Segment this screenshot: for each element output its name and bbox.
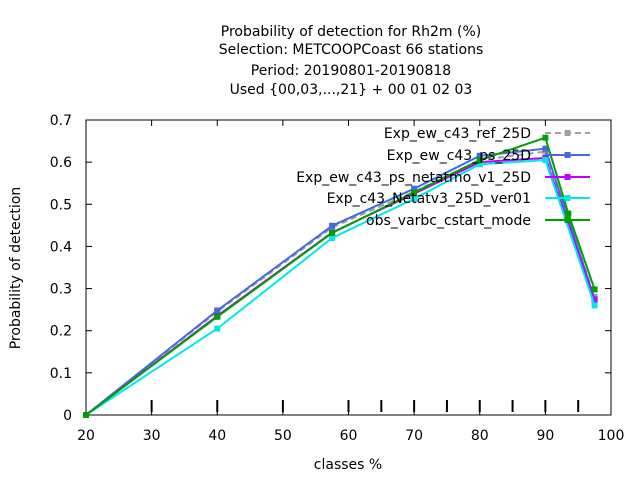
legend-swatch-marker (564, 195, 571, 201)
data-point (214, 307, 221, 314)
x-tick-label: 70 (405, 428, 423, 444)
legend-swatch-marker (564, 217, 571, 223)
data-point (329, 222, 336, 229)
x-tick-label: 40 (208, 428, 226, 444)
y-axis-ticks: 0 0.1 0.2 0.3 0.4 0.5 0.6 0.7 (50, 113, 611, 424)
legend-label: Exp_ew_c43_ps_netatmo_v1_25D (296, 170, 531, 186)
series-1 (83, 145, 598, 418)
x-tick-label: 20 (77, 428, 95, 444)
y-tick-label: 0.5 (50, 197, 72, 213)
legend-swatch-marker (564, 174, 571, 180)
y-tick-label: 0.3 (50, 282, 72, 298)
data-point (411, 189, 418, 196)
title-line-4: Used {00,03,...,21} + 00 01 02 03 (230, 82, 473, 98)
legend-label: Exp_c43_Netatv3_25D_ver01 (327, 191, 531, 207)
legend: Exp_ew_c43_ref_25D Exp_ew_c43_ps_25D Exp_e… (296, 126, 590, 229)
x-tick-label: 100 (598, 428, 625, 444)
title-line-2: Selection: METCOOPCoast 66 stations (219, 42, 484, 58)
plot-frame (85, 119, 612, 416)
series-line (85, 147, 596, 416)
data-point (591, 286, 598, 293)
y-tick-label: 0.7 (50, 113, 72, 129)
data-point (214, 313, 221, 320)
data-point (542, 157, 549, 164)
data-point (542, 145, 549, 152)
x-axis-label: classes % (314, 457, 382, 473)
data-point (329, 235, 336, 241)
data-point (565, 210, 572, 217)
chart-title: Probability of detection for Rh2m (%) Se… (219, 24, 484, 98)
data-point (329, 229, 336, 236)
x-tick-label: 30 (143, 428, 161, 444)
x-tick-label: 80 (471, 428, 489, 444)
x-tick-label: 90 (536, 428, 554, 444)
data-point (411, 185, 418, 192)
data-point (542, 134, 549, 141)
x-axis-ticks: 20 30 40 50 60 70 80 90 100 (77, 120, 624, 444)
y-tick-label: 0.6 (50, 155, 72, 171)
data-point (476, 157, 483, 164)
data-point (476, 161, 483, 168)
x-axis-minor-ticks (150, 400, 580, 412)
legend-swatch-marker (564, 130, 571, 136)
data-point (591, 302, 598, 309)
legend-label: Exp_ew_c43_ps_25D (387, 148, 531, 164)
data-point (591, 297, 598, 304)
legend-label: obs_varbc_cstart_mode (366, 213, 531, 229)
data-point (214, 325, 221, 332)
x-tick-label: 60 (340, 428, 358, 444)
data-point (411, 195, 418, 202)
y-tick-label: 0.4 (50, 239, 72, 255)
legend-swatch-marker (564, 152, 571, 158)
data-point (83, 412, 89, 418)
legend-label: Exp_ew_c43_ref_25D (384, 126, 531, 142)
title-line-1: Probability of detection for Rh2m (%) (221, 24, 482, 40)
y-axis-label: Probability of detection (8, 187, 24, 350)
data-point (476, 152, 483, 159)
x-tick-label: 50 (274, 428, 292, 444)
y-tick-label: 0 (63, 408, 72, 424)
y-tick-label: 0.1 (50, 366, 72, 382)
title-line-3: Period: 20190801-20190818 (251, 63, 451, 79)
series-0 (83, 148, 598, 418)
y-tick-label: 0.2 (50, 324, 72, 340)
